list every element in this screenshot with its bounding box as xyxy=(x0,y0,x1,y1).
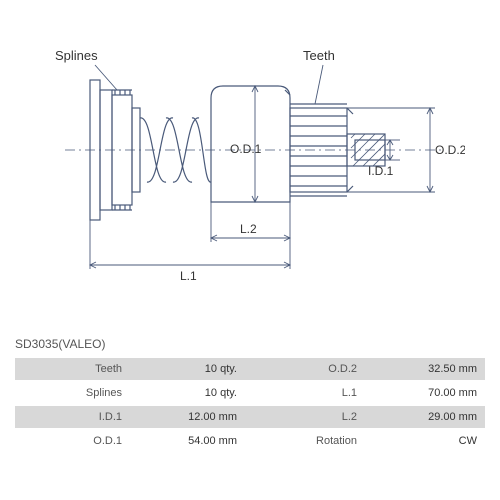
spec-value: 29.00 mm xyxy=(365,411,485,423)
spec-label: L.1 xyxy=(245,387,365,399)
spec-label: Teeth xyxy=(15,363,130,375)
splines-label: Splines xyxy=(55,48,98,63)
spec-value: 10 qty. xyxy=(130,363,245,375)
spec-table: Teeth10 qty.O.D.232.50 mmSplines10 qty.L… xyxy=(15,358,485,454)
spec-value: 10 qty. xyxy=(130,387,245,399)
spec-value: 32.50 mm xyxy=(365,363,485,375)
spec-label: Rotation xyxy=(245,435,365,447)
spec-value: 70.00 mm xyxy=(365,387,485,399)
dim-id1: I.D.1 xyxy=(368,164,394,178)
spec-row: Teeth10 qty.O.D.232.50 mm xyxy=(15,358,485,380)
spec-label: O.D.2 xyxy=(245,363,365,375)
spec-label: L.2 xyxy=(245,411,365,423)
spec-row: O.D.154.00 mmRotationCW xyxy=(15,430,485,452)
dim-od2: O.D.2 xyxy=(435,143,465,157)
dim-od1: O.D.1 xyxy=(230,142,262,156)
spec-label: O.D.1 xyxy=(15,435,130,447)
spec-value: CW xyxy=(365,435,485,447)
dim-l1: L.1 xyxy=(180,269,197,283)
part-number: SD3035(VALEO) xyxy=(15,337,106,351)
spec-row: I.D.112.00 mmL.229.00 mm xyxy=(15,406,485,428)
spec-label: I.D.1 xyxy=(15,411,130,423)
spec-label: Splines xyxy=(15,387,130,399)
technical-drawing: O.D.1 I.D.1 O.D.2 L.2 L.1 Splines Teeth xyxy=(35,20,465,310)
dim-l2: L.2 xyxy=(240,222,257,236)
teeth-label: Teeth xyxy=(303,48,335,63)
spec-value: 54.00 mm xyxy=(130,435,245,447)
spec-value: 12.00 mm xyxy=(130,411,245,423)
spec-row: Splines10 qty.L.170.00 mm xyxy=(15,382,485,404)
